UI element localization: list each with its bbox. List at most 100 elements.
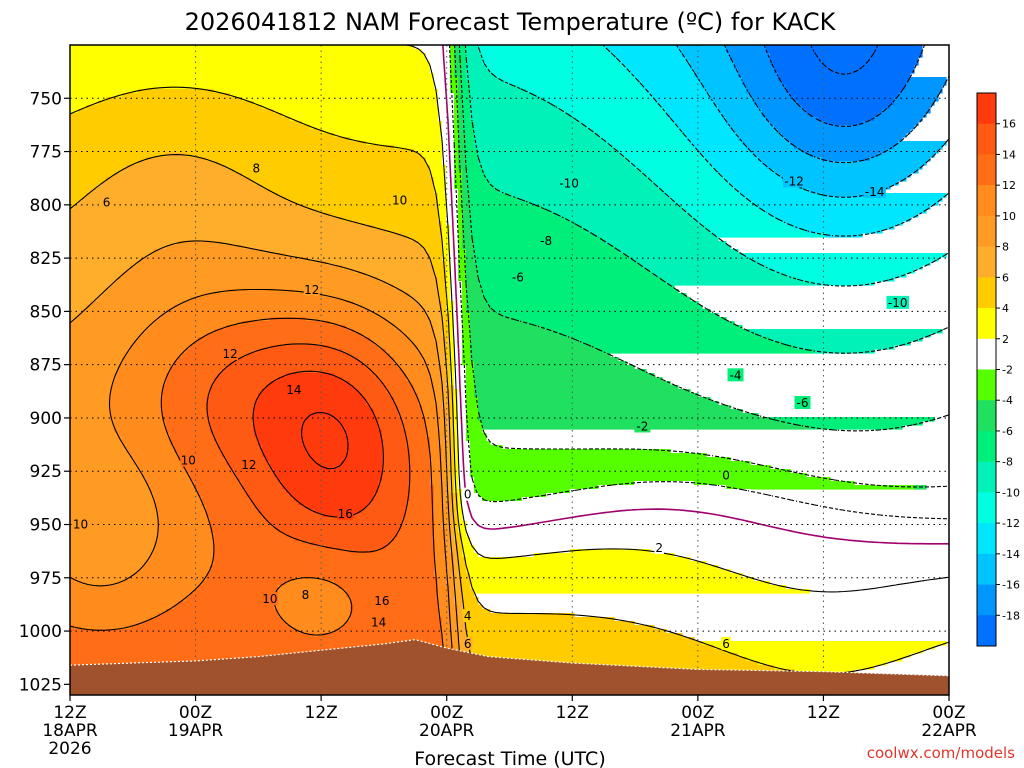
temperature-cell <box>186 153 423 158</box>
temperature-cell <box>450 45 455 50</box>
colorbar-label: 8 <box>1002 241 1009 254</box>
temperature-cell <box>466 413 479 418</box>
temperature-cell <box>270 345 331 350</box>
temperature-cell <box>462 601 479 606</box>
temperature-cell <box>474 125 587 130</box>
temperature-cell <box>122 441 171 446</box>
temperature-cell <box>446 469 451 474</box>
temperature-cell <box>638 77 699 82</box>
temperature-cell <box>594 345 795 350</box>
temperature-cell <box>70 541 155 546</box>
temperature-cell <box>282 485 379 490</box>
temperature-cell <box>454 49 459 54</box>
temperature-cell <box>362 333 407 338</box>
isotherm--8 <box>464 45 949 354</box>
temperature-cell <box>734 65 775 70</box>
temperature-cell <box>762 109 807 114</box>
temperature-cell <box>454 445 459 450</box>
temperature-cell <box>446 477 451 482</box>
temperature-cell <box>458 445 471 450</box>
temperature-cell <box>70 65 431 70</box>
temperature-cell <box>798 277 895 282</box>
temperature-cell <box>438 577 447 582</box>
temperature-cell <box>430 169 447 174</box>
temperature-cell <box>70 321 155 326</box>
temperature-cell <box>434 485 443 490</box>
temperature-cell <box>778 77 911 82</box>
temperature-cell <box>402 289 439 294</box>
temperature-cell <box>466 373 475 378</box>
temperature-cell <box>478 273 655 278</box>
temperature-cell <box>70 589 195 594</box>
temperature-cell <box>426 361 439 366</box>
temperature-cell <box>238 357 359 362</box>
temperature-cell <box>194 481 243 486</box>
temperature-cell <box>406 509 435 514</box>
temperature-cell <box>434 85 451 90</box>
temperature-cell <box>438 421 447 426</box>
temperature-cell <box>442 453 447 458</box>
temperature-cell <box>458 441 471 446</box>
temperature-cell <box>458 401 467 406</box>
temperature-cell <box>70 509 159 514</box>
temperature-cell <box>354 329 403 334</box>
y-tick-label: 975 <box>30 569 62 589</box>
temperature-cell <box>822 193 867 198</box>
temperature-cell <box>442 445 447 450</box>
temperature-cell <box>426 417 439 422</box>
temperature-cell <box>130 453 179 458</box>
temperature-cell <box>670 197 747 202</box>
temperature-cell <box>450 545 459 550</box>
temperature-cell <box>478 493 547 498</box>
temperature-cell <box>462 305 467 310</box>
temperature-cell <box>70 389 111 394</box>
colorbar-band <box>977 154 996 186</box>
temperature-cell <box>438 601 451 606</box>
temperature-cell <box>470 105 559 110</box>
temperature-cell <box>70 645 443 650</box>
temperature-cell <box>470 345 595 350</box>
temperature-cell <box>70 441 123 446</box>
temperature-cell <box>70 593 191 598</box>
isotherm-8 <box>70 240 463 681</box>
temperature-cell <box>422 413 439 418</box>
y-tick-label: 875 <box>30 356 62 376</box>
temperature-cell <box>298 501 371 506</box>
temperature-cell <box>666 193 743 198</box>
temperature-cell <box>454 581 463 586</box>
temperature-cell <box>802 149 887 154</box>
temperature-cell <box>462 61 467 66</box>
temperature-cell <box>274 473 383 478</box>
temperature-cell <box>474 481 635 486</box>
temperature-cell <box>246 353 351 358</box>
temperature-cell <box>454 509 459 514</box>
temperature-cell <box>454 489 463 494</box>
temperature-cell <box>70 85 435 90</box>
temperature-cell <box>410 381 435 386</box>
temperature-cell <box>70 237 411 242</box>
temperature-cell <box>110 417 163 422</box>
temperature-cell <box>674 201 755 206</box>
temperature-cell <box>462 505 827 510</box>
temperature-cell <box>690 141 743 146</box>
temperature-cell <box>714 101 755 106</box>
temperature-cell <box>450 597 455 602</box>
temperature-cell <box>450 277 459 282</box>
temperature-cell <box>474 369 647 374</box>
temperature-cell <box>462 321 471 326</box>
temperature-cell <box>126 449 175 454</box>
temperature-cell <box>402 329 435 334</box>
contour-label-bg <box>370 615 387 629</box>
temperature-cell <box>906 81 947 86</box>
temperature-cell <box>626 253 743 258</box>
temperature-cell <box>70 165 127 170</box>
temperature-cell <box>570 113 667 118</box>
temperature-cell <box>70 513 159 518</box>
temperature-cell <box>446 269 451 274</box>
temperature-cell <box>642 85 703 90</box>
temperature-cell <box>290 117 439 122</box>
temperature-cell <box>438 205 447 210</box>
temperature-cell <box>458 77 463 82</box>
temperature-cell <box>678 125 731 130</box>
temperature-cell <box>266 457 383 462</box>
